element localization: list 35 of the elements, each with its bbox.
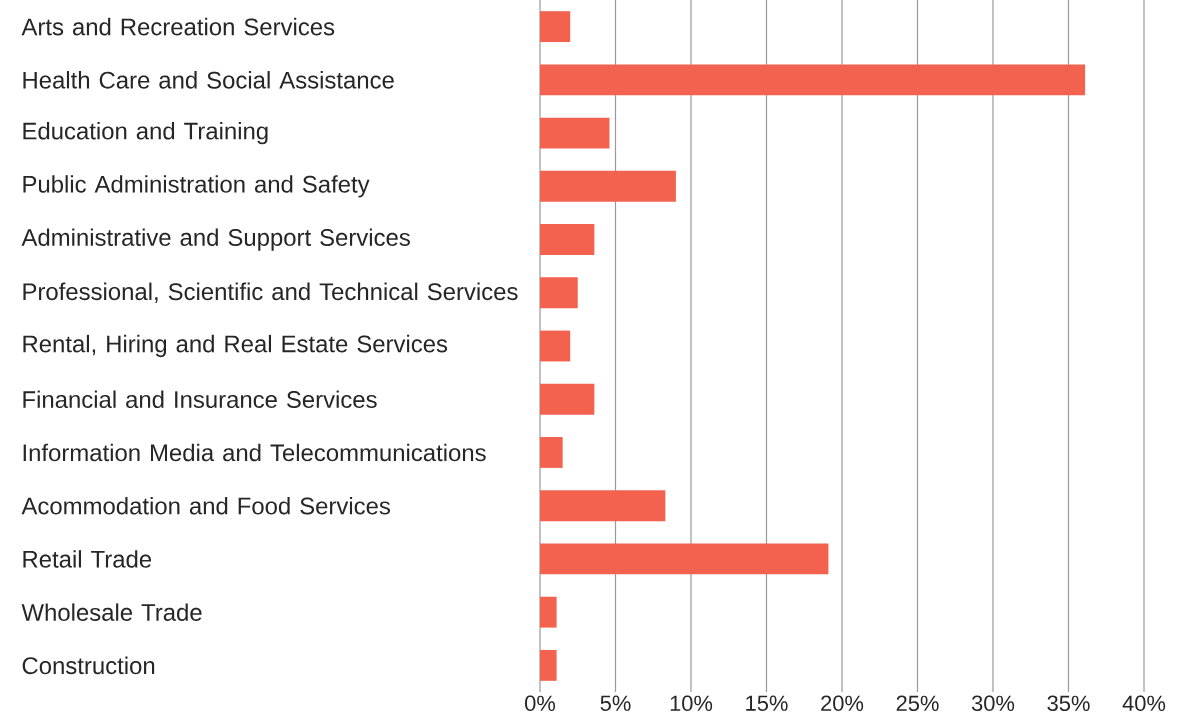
bar	[540, 437, 563, 468]
x-tick-label: 15%	[746, 695, 788, 711]
y-tick-label: Rental, Hiring and Real Estate Services	[23, 334, 448, 358]
bar	[540, 490, 666, 522]
bar	[540, 224, 595, 255]
y-tick-label: Retail Trade	[23, 550, 152, 568]
y-tick-label: Professional, Scientific and Technical Services	[23, 282, 518, 303]
x-tick-label: 35%	[1047, 695, 1090, 712]
y-tick-label: Administrative and Support Services	[21, 228, 410, 251]
bar	[540, 64, 1086, 96]
bar	[540, 170, 676, 202]
bar	[540, 649, 557, 681]
x-tick-label: 25%	[896, 695, 939, 712]
x-tick-label: 20%	[821, 695, 864, 712]
bar	[540, 11, 571, 43]
x-tick-label: 5%	[600, 695, 631, 711]
y-tick-label: Information Media and Telecommunications	[23, 443, 486, 462]
bar	[540, 330, 571, 362]
x-tick-label: 30%	[971, 695, 1015, 712]
y-tick-label: Financial and Insurance Services	[23, 390, 377, 409]
x-tick-label: 0%	[525, 695, 556, 712]
bar	[540, 543, 829, 575]
x-tick-label: 10%	[670, 695, 713, 712]
y-tick-label: Acommodation and Food Services	[21, 496, 390, 515]
y-tick-label: Education and Training	[23, 121, 268, 145]
y-tick-label: Wholesale Trade	[21, 603, 202, 621]
y-tick-label: Health Care and Social Assistance	[23, 71, 394, 89]
y-tick-label: Arts and Recreation Services	[21, 17, 335, 36]
bar	[540, 596, 557, 628]
bar	[540, 383, 595, 415]
y-tick-label: Public Administration and Safety	[23, 175, 370, 198]
bar	[540, 277, 578, 309]
x-tick-label: 40%	[1122, 695, 1166, 712]
bar	[540, 117, 610, 149]
y-tick-label: Construction	[22, 656, 155, 675]
